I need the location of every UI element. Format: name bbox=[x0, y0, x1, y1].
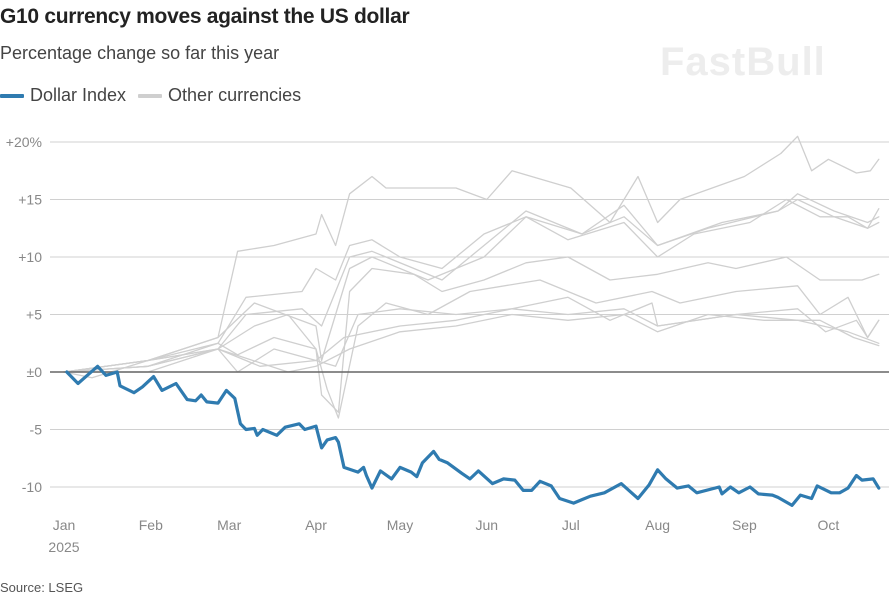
y-tick-label: +5 bbox=[26, 307, 42, 323]
series-line-other-currency bbox=[63, 308, 880, 373]
series-line-dollar-index bbox=[65, 364, 881, 507]
x-tick-label: Mar bbox=[217, 517, 241, 533]
x-tick-label: Feb bbox=[139, 517, 163, 533]
x-tick-label: Aug bbox=[645, 517, 670, 533]
series-line-other-currency bbox=[63, 256, 880, 413]
legend: Dollar Index Other currencies bbox=[0, 85, 313, 106]
x-tick-label: May bbox=[387, 517, 413, 533]
chart-subtitle: Percentage change so far this year bbox=[0, 43, 280, 63]
series-line-other-currency bbox=[63, 198, 880, 373]
y-tick-label: -5 bbox=[30, 422, 43, 438]
series-line-other-currency bbox=[63, 313, 880, 379]
y-tick-label: -10 bbox=[22, 479, 42, 495]
x-tick-label: Jul bbox=[562, 517, 580, 533]
x-tick-year-label: 2025 bbox=[48, 539, 79, 555]
chart-title: G10 currency moves against the US dollar bbox=[0, 5, 410, 28]
y-tick-label: +15 bbox=[18, 192, 42, 208]
legend-label-dollar: Dollar Index bbox=[30, 85, 127, 105]
x-tick-label: Oct bbox=[818, 517, 840, 533]
source-note: Source: LSEG bbox=[0, 580, 84, 595]
series-line-other-currency bbox=[63, 296, 880, 373]
watermark: FastBull bbox=[660, 40, 826, 84]
series-line-other-currency bbox=[63, 135, 880, 373]
legend-swatch-dollar bbox=[0, 93, 24, 98]
x-tick-label: Jun bbox=[476, 517, 499, 533]
legend-label-other: Other currencies bbox=[168, 85, 302, 105]
x-tick-label: Sep bbox=[732, 517, 757, 533]
legend-swatch-other bbox=[138, 93, 163, 98]
series-line-other-currency bbox=[63, 198, 880, 373]
series-line-other-currency bbox=[63, 279, 880, 419]
y-tick-label: +20% bbox=[6, 134, 42, 150]
series-line-other-currency bbox=[63, 193, 880, 373]
y-tick-label: +10 bbox=[18, 249, 42, 265]
y-tick-label: ±0 bbox=[27, 364, 43, 380]
legend-item-other: Other currencies bbox=[138, 85, 301, 106]
x-tick-label: Jan bbox=[53, 517, 76, 533]
x-tick-label: Apr bbox=[305, 517, 327, 533]
legend-item-dollar: Dollar Index bbox=[0, 85, 126, 106]
